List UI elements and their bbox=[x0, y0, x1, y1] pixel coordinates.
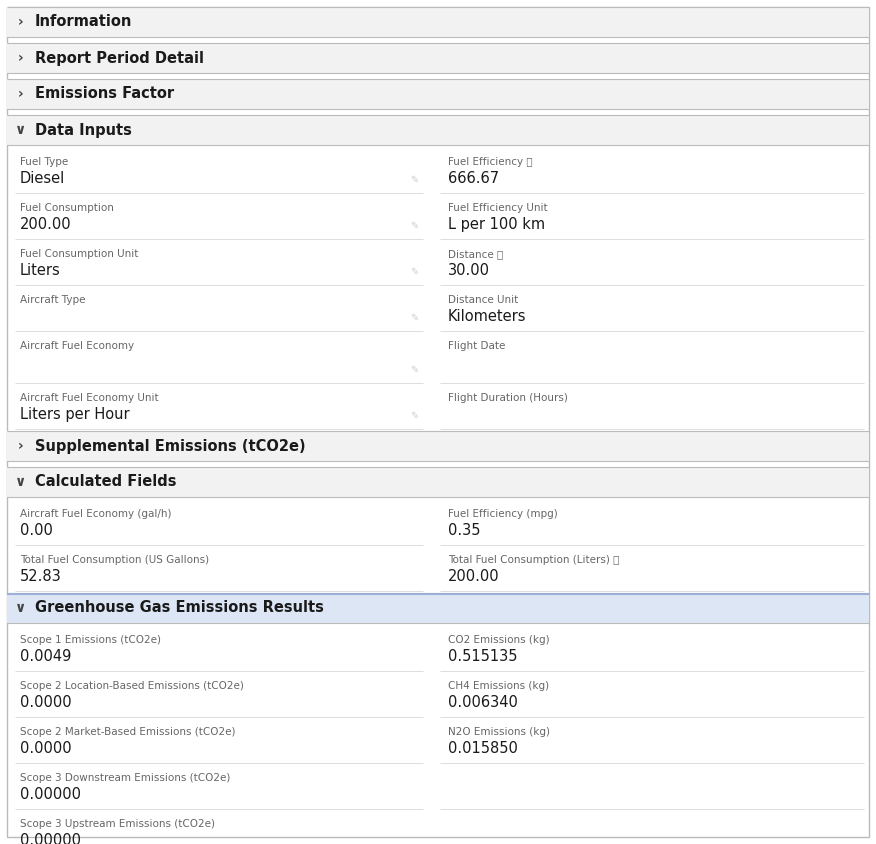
Bar bbox=[7, 7, 869, 37]
Text: Aircraft Fuel Economy Unit: Aircraft Fuel Economy Unit bbox=[20, 393, 159, 403]
Text: ✎: ✎ bbox=[410, 365, 418, 375]
Text: ∨: ∨ bbox=[16, 601, 26, 615]
Bar bbox=[7, 79, 869, 109]
Text: Emissions Factor: Emissions Factor bbox=[35, 86, 174, 101]
Text: 0.0049: 0.0049 bbox=[20, 649, 71, 664]
Text: Scope 2 Location-Based Emissions (tCO2e): Scope 2 Location-Based Emissions (tCO2e) bbox=[20, 681, 244, 691]
Bar bbox=[7, 43, 869, 73]
Text: 0.00: 0.00 bbox=[20, 523, 53, 538]
Text: Fuel Consumption: Fuel Consumption bbox=[20, 203, 114, 213]
Bar bbox=[7, 115, 869, 145]
Bar bbox=[7, 593, 869, 623]
Text: Distance ⓘ: Distance ⓘ bbox=[448, 249, 503, 259]
Bar bbox=[7, 467, 869, 497]
Text: Aircraft Type: Aircraft Type bbox=[20, 295, 86, 305]
Text: Aircraft Fuel Economy: Aircraft Fuel Economy bbox=[20, 341, 134, 351]
Text: Fuel Type: Fuel Type bbox=[20, 157, 68, 167]
Text: Fuel Efficiency ⓘ: Fuel Efficiency ⓘ bbox=[448, 157, 533, 167]
Text: 0.35: 0.35 bbox=[448, 523, 481, 538]
Text: Liters: Liters bbox=[20, 263, 60, 278]
Text: ∨: ∨ bbox=[16, 475, 26, 489]
Text: Fuel Consumption Unit: Fuel Consumption Unit bbox=[20, 249, 138, 259]
Text: Greenhouse Gas Emissions Results: Greenhouse Gas Emissions Results bbox=[35, 600, 324, 615]
Text: Scope 1 Emissions (tCO2e): Scope 1 Emissions (tCO2e) bbox=[20, 635, 161, 645]
Text: ✎: ✎ bbox=[410, 267, 418, 277]
Text: 200.00: 200.00 bbox=[448, 569, 499, 584]
Text: Information: Information bbox=[35, 14, 132, 30]
Text: ›: › bbox=[18, 439, 24, 453]
Text: Total Fuel Consumption (Liters) ⓘ: Total Fuel Consumption (Liters) ⓘ bbox=[448, 555, 619, 565]
Text: 0.0000: 0.0000 bbox=[20, 741, 72, 756]
Text: ✎: ✎ bbox=[410, 411, 418, 421]
Text: 0.0000: 0.0000 bbox=[20, 695, 72, 710]
Text: ✎: ✎ bbox=[410, 313, 418, 323]
Text: ∨: ∨ bbox=[16, 123, 26, 137]
Text: Scope 3 Upstream Emissions (tCO2e): Scope 3 Upstream Emissions (tCO2e) bbox=[20, 819, 215, 829]
Text: ›: › bbox=[18, 51, 24, 65]
Text: ›: › bbox=[18, 15, 24, 29]
Text: Flight Duration (Hours): Flight Duration (Hours) bbox=[448, 393, 568, 403]
Text: Report Period Detail: Report Period Detail bbox=[35, 51, 204, 66]
Text: Data Inputs: Data Inputs bbox=[35, 122, 132, 138]
Text: 666.67: 666.67 bbox=[448, 171, 499, 186]
Text: ✎: ✎ bbox=[410, 221, 418, 231]
Text: 52.83: 52.83 bbox=[20, 569, 61, 584]
Text: 0.00000: 0.00000 bbox=[20, 787, 81, 802]
Text: CO2 Emissions (kg): CO2 Emissions (kg) bbox=[448, 635, 549, 645]
Text: 0.006340: 0.006340 bbox=[448, 695, 518, 710]
Text: 0.515135: 0.515135 bbox=[448, 649, 518, 664]
Text: 200.00: 200.00 bbox=[20, 217, 72, 232]
Text: Scope 3 Downstream Emissions (tCO2e): Scope 3 Downstream Emissions (tCO2e) bbox=[20, 773, 230, 783]
Text: Supplemental Emissions (tCO2e): Supplemental Emissions (tCO2e) bbox=[35, 439, 306, 453]
Text: ✎: ✎ bbox=[410, 175, 418, 185]
Text: Scope 2 Market-Based Emissions (tCO2e): Scope 2 Market-Based Emissions (tCO2e) bbox=[20, 727, 236, 737]
Text: Total Fuel Consumption (US Gallons): Total Fuel Consumption (US Gallons) bbox=[20, 555, 209, 565]
Text: Calculated Fields: Calculated Fields bbox=[35, 474, 176, 490]
Bar bbox=[7, 431, 869, 461]
Text: 0.015850: 0.015850 bbox=[448, 741, 518, 756]
Text: 30.00: 30.00 bbox=[448, 263, 490, 278]
Text: N2O Emissions (kg): N2O Emissions (kg) bbox=[448, 727, 550, 737]
Text: CH4 Emissions (kg): CH4 Emissions (kg) bbox=[448, 681, 549, 691]
Text: L per 100 km: L per 100 km bbox=[448, 217, 545, 232]
Text: Fuel Efficiency (mpg): Fuel Efficiency (mpg) bbox=[448, 509, 558, 519]
Text: 0.00000: 0.00000 bbox=[20, 833, 81, 844]
Text: Distance Unit: Distance Unit bbox=[448, 295, 519, 305]
Text: Flight Date: Flight Date bbox=[448, 341, 505, 351]
Text: Diesel: Diesel bbox=[20, 171, 65, 186]
Text: Fuel Efficiency Unit: Fuel Efficiency Unit bbox=[448, 203, 548, 213]
Text: ›: › bbox=[18, 87, 24, 101]
Text: Kilometers: Kilometers bbox=[448, 309, 526, 324]
Text: Aircraft Fuel Economy (gal/h): Aircraft Fuel Economy (gal/h) bbox=[20, 509, 172, 519]
Text: Liters per Hour: Liters per Hour bbox=[20, 407, 130, 422]
